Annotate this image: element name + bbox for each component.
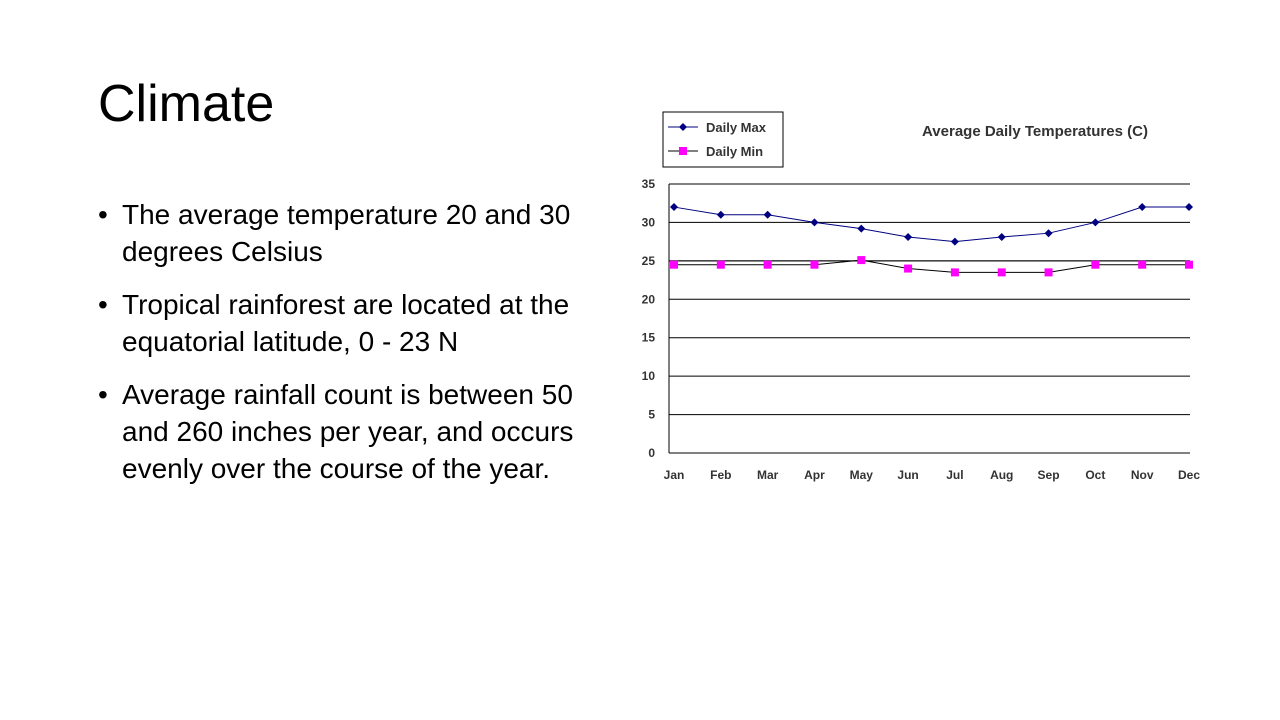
bullet-item: • Tropical rainforest are located at the…: [98, 286, 618, 360]
data-point-min: [1091, 260, 1100, 269]
data-point-max: [904, 233, 913, 242]
x-tick-label: Jul: [946, 468, 963, 482]
x-tick-label: May: [850, 468, 874, 482]
y-tick-label: 20: [642, 292, 656, 306]
x-tick-label: Mar: [757, 468, 779, 482]
y-tick-label: 25: [642, 254, 656, 268]
data-point-max: [857, 224, 866, 233]
x-tick-label: Apr: [804, 468, 825, 482]
bullet-item: • Average rainfall count is between 50 a…: [98, 376, 618, 487]
y-tick-label: 30: [642, 215, 656, 229]
data-point-min: [716, 260, 725, 269]
data-point-min: [904, 264, 913, 273]
bullet-dot: •: [98, 289, 108, 320]
data-point-min: [857, 256, 866, 265]
legend-marker-max: [679, 123, 687, 131]
legend-label-min: Daily Min: [706, 144, 763, 159]
legend-label-max: Daily Max: [706, 120, 767, 135]
data-point-max: [670, 203, 678, 212]
x-tick-label: Jan: [664, 468, 685, 482]
bullet-text: The average temperature 20 and 30 degree…: [122, 199, 571, 267]
x-tick-label: Dec: [1178, 468, 1200, 482]
x-tick-label: Nov: [1131, 468, 1154, 482]
data-point-max: [810, 218, 819, 227]
legend-frame: [662, 111, 784, 168]
y-tick-label: 15: [642, 331, 656, 345]
data-point-min: [810, 260, 819, 269]
data-point-min: [763, 260, 772, 269]
data-point-max: [950, 237, 959, 246]
data-point-max: [1185, 203, 1193, 212]
temperature-chart: Daily Max Daily Min Average Daily Temper…: [642, 111, 1201, 482]
data-point-min: [670, 260, 678, 269]
y-tick-label: 10: [642, 369, 656, 383]
data-point-min: [997, 268, 1006, 277]
bullet-item: • The average temperature 20 and 30 degr…: [98, 196, 618, 270]
data-point-min: [1138, 260, 1147, 269]
series-line: [674, 259, 1189, 273]
data-point-min: [1044, 268, 1053, 277]
data-point-min: [1185, 260, 1193, 269]
data-point-max: [997, 233, 1006, 242]
x-tick-label: Feb: [710, 468, 731, 482]
x-tick-label: Sep: [1038, 468, 1060, 482]
x-tick-label: Aug: [990, 468, 1013, 482]
bullet-dot: •: [98, 199, 108, 230]
bullet-list: • The average temperature 20 and 30 degr…: [98, 196, 618, 503]
data-point-max: [1091, 218, 1100, 227]
x-tick-label: Oct: [1085, 468, 1105, 482]
chart-title: Average Daily Temperatures (C): [922, 123, 1148, 140]
data-point-max: [1138, 203, 1147, 212]
data-point-min: [950, 268, 959, 277]
data-point-max: [763, 210, 772, 219]
plot-area: 0 5 10 15 20 25 30 35 Jan Feb Mar Apr May Jun Jul Aug Se…: [642, 177, 1201, 482]
legend-marker-min: [679, 147, 687, 155]
data-point-max: [716, 210, 725, 219]
bullet-text: Average rainfall count is between 50 and…: [122, 379, 574, 484]
series-line: [673, 206, 1189, 243]
y-tick-label: 35: [642, 177, 656, 191]
x-tick-label: Jun: [897, 468, 918, 482]
chart-legend: Daily Max Daily Min: [662, 111, 784, 168]
y-tick-label: 5: [648, 408, 655, 422]
data-point-max: [1044, 229, 1053, 238]
bullet-text: Tropical rainforest are located at the e…: [122, 289, 570, 357]
slide-title: Climate: [98, 75, 275, 133]
y-tick-label: 0: [648, 446, 655, 460]
bullet-dot: •: [98, 379, 108, 410]
